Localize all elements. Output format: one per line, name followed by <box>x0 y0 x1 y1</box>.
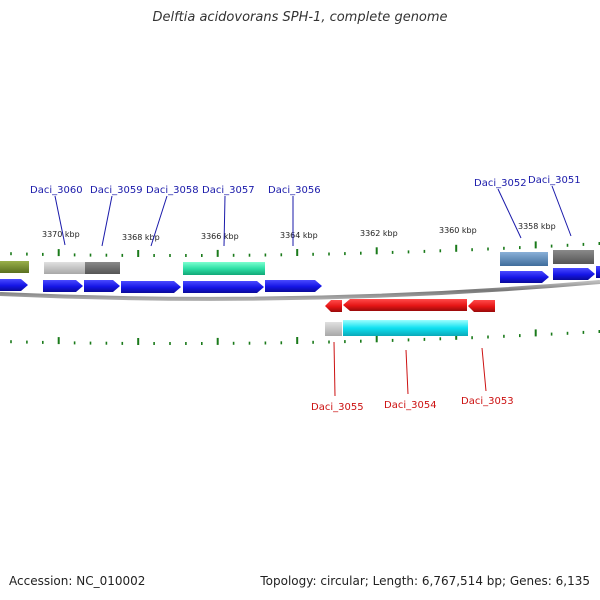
gene-label-daci-3056[interactable]: Daci_3056 <box>268 185 321 196</box>
gene-label-daci-3055[interactable]: Daci_3055 <box>311 402 364 413</box>
reverse-gene-labels: Daci_3055 Daci_3054 Daci_3053 <box>311 396 514 413</box>
feature-bar[interactable] <box>85 262 120 274</box>
leader-line <box>481 347 487 392</box>
cds-arrow[interactable] <box>121 281 181 293</box>
cds-arrow[interactable] <box>343 299 467 311</box>
cds-arrow[interactable] <box>0 279 28 291</box>
forward-gene-labels: Daci_3060 Daci_3059 Daci_3058 Daci_3057 … <box>30 175 581 196</box>
gene-label-daci-3057[interactable]: Daci_3057 <box>202 185 255 196</box>
scale-label: 3358 kbp <box>518 222 556 231</box>
leader-line <box>551 185 572 237</box>
forward-cds-arrows <box>0 266 600 293</box>
tick-marks-lower <box>10 329 600 345</box>
scale-label: 3368 kbp <box>122 233 160 242</box>
gene-label-daci-3059[interactable]: Daci_3059 <box>90 185 143 196</box>
tick-marks-upper <box>10 241 600 257</box>
leader-line <box>223 195 226 247</box>
cds-arrow[interactable] <box>325 300 342 312</box>
lower-feature-bars <box>325 320 468 336</box>
gene-label-daci-3053[interactable]: Daci_3053 <box>461 396 514 407</box>
accession-text: Accession: NC_010002 <box>9 574 146 588</box>
leader-line <box>101 195 113 247</box>
leader-line <box>405 349 409 395</box>
gene-label-daci-3051[interactable]: Daci_3051 <box>528 175 581 186</box>
cds-arrow[interactable] <box>468 300 495 312</box>
topology-summary: Topology: circular; Length: 6,767,514 bp… <box>260 574 590 588</box>
leader-line <box>54 195 66 246</box>
feature-bar[interactable] <box>325 322 342 336</box>
scale-label: 3366 kbp <box>201 232 239 241</box>
scale-label: 3362 kbp <box>360 229 398 238</box>
cds-arrow[interactable] <box>43 280 83 292</box>
reverse-cds-arrows <box>325 299 495 312</box>
feature-bar[interactable] <box>343 320 468 336</box>
feature-bar[interactable] <box>500 252 548 266</box>
scale-label: 3364 kbp <box>280 231 318 240</box>
feature-bar[interactable] <box>183 262 265 275</box>
scale-label: 3370 kbp <box>42 230 80 239</box>
feature-bar[interactable] <box>44 262 85 274</box>
gene-label-daci-3054[interactable]: Daci_3054 <box>384 400 437 411</box>
leader-line <box>497 188 522 239</box>
cds-arrow[interactable] <box>265 280 322 292</box>
label-leader-lines <box>54 185 572 397</box>
genome-backbone <box>0 280 600 301</box>
feature-bar[interactable] <box>553 250 594 264</box>
cds-arrow[interactable] <box>84 280 120 292</box>
scale-label: 3360 kbp <box>439 226 477 235</box>
upper-feature-bars <box>0 250 594 275</box>
leader-line <box>333 341 336 397</box>
cds-arrow[interactable] <box>183 281 264 293</box>
gene-label-daci-3058[interactable]: Daci_3058 <box>146 185 199 196</box>
feature-bar[interactable] <box>0 261 29 273</box>
scale-labels: 3370 kbp 3368 kbp 3366 kbp 3364 kbp 3362… <box>42 222 556 242</box>
cds-arrow[interactable] <box>596 266 600 278</box>
cds-arrow[interactable] <box>500 271 549 283</box>
gene-label-daci-3060[interactable]: Daci_3060 <box>30 185 83 196</box>
leader-line <box>150 195 168 247</box>
cds-arrow[interactable] <box>553 268 595 280</box>
page-title: Delftia acidovorans SPH-1, complete geno… <box>152 10 448 25</box>
gene-label-daci-3052[interactable]: Daci_3052 <box>474 178 527 189</box>
